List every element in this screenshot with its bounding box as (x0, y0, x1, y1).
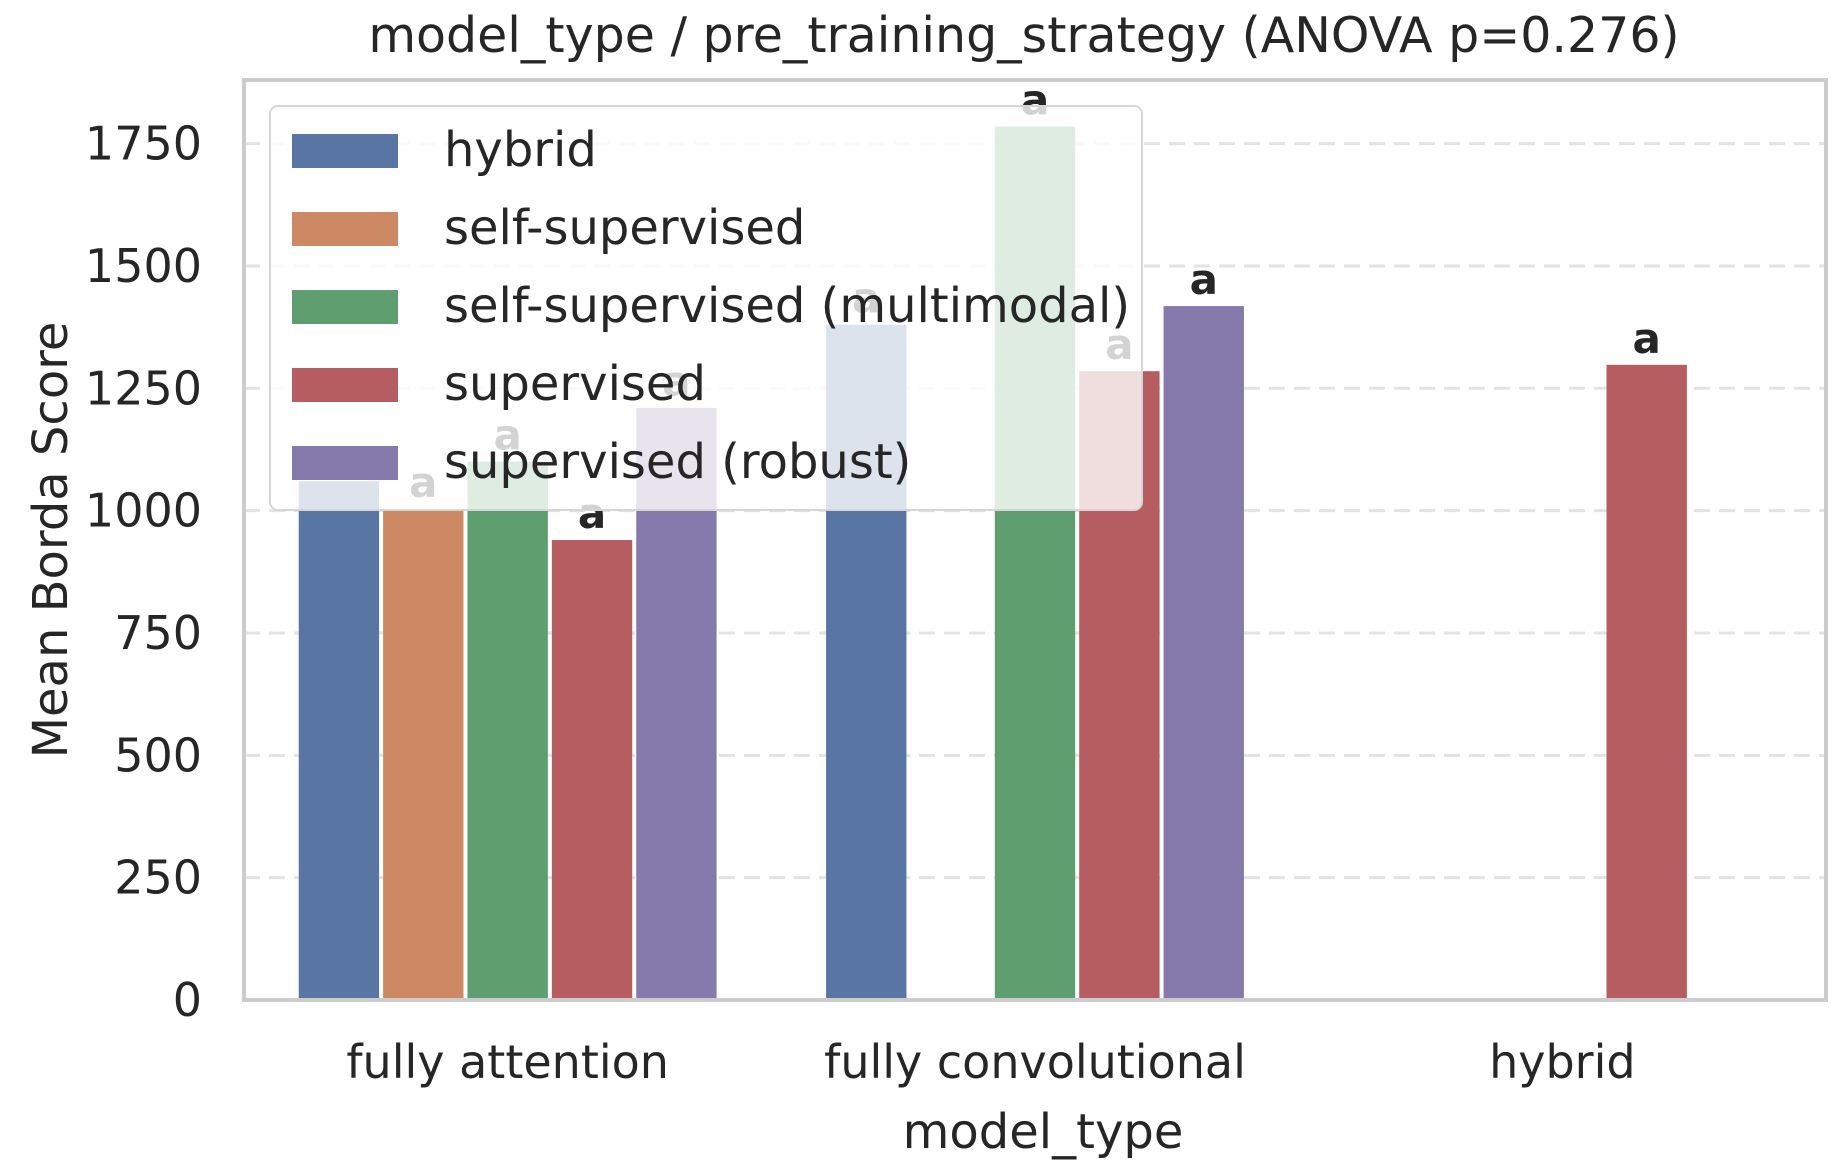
bar (551, 540, 633, 1000)
y-tick-label: 0 (173, 973, 202, 1027)
legend-entry: supervised (robust) (444, 434, 911, 490)
legend-swatch (292, 134, 398, 168)
legend-entry: supervised (444, 356, 706, 412)
y-tick-label: 1250 (85, 361, 202, 415)
y-tick-label: 750 (114, 606, 202, 660)
x-axis-ticks: fully attention fully convolutional hybrid (346, 1035, 1635, 1089)
plot-frame (242, 78, 1828, 1002)
bar (298, 481, 380, 1000)
legend-entry: hybrid (444, 122, 597, 178)
legend: hybrid self-supervised self-supervised (mu… (269, 105, 1143, 511)
bar (1606, 364, 1687, 1001)
x-tick-label: fully attention (346, 1035, 669, 1089)
legend-swatch (292, 290, 398, 324)
legend-entry: self-supervised (multimodal) (444, 278, 1130, 334)
legend-swatch (292, 368, 398, 402)
x-axis-title: model_type (903, 1104, 1184, 1160)
x-tick-label: hybrid (1489, 1035, 1635, 1089)
y-axis-ticks: 0 250 500 750 1000 1250 1500 1750 (85, 117, 202, 1027)
legend-frame (269, 105, 1143, 511)
y-tick-label: 1000 (85, 484, 202, 538)
chart-title: model_type / pre_training_strategy (ANOV… (368, 7, 1679, 64)
significance-letter: a (1190, 255, 1218, 304)
bar (383, 509, 464, 1000)
bar (467, 461, 548, 1000)
legend-entry: self-supervised (444, 200, 805, 256)
y-tick-label: 1750 (85, 117, 202, 171)
y-tick-label: 1500 (85, 239, 202, 293)
y-tick-label: 250 (114, 851, 202, 905)
y-axis-title: Mean Borda Score (23, 322, 79, 759)
significance-letter: a (1633, 314, 1661, 363)
bar (1163, 306, 1244, 1001)
y-tick-label: 500 (114, 728, 202, 782)
x-tick-label: fully convolutional (824, 1035, 1246, 1089)
legend-swatch (292, 212, 398, 246)
legend-swatch (292, 446, 398, 480)
